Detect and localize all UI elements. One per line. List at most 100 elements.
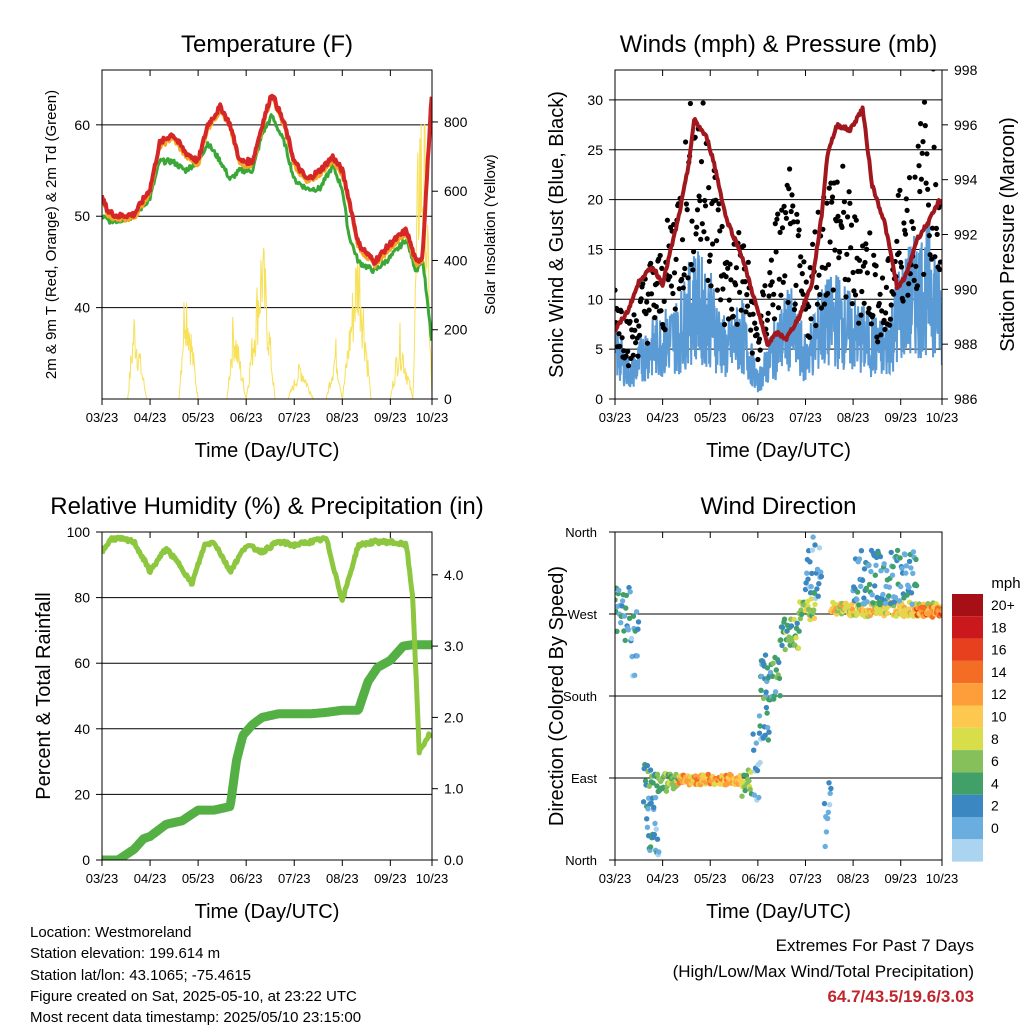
- gust-point: [887, 316, 894, 322]
- gust-point: [727, 261, 733, 267]
- gust-point: [806, 304, 812, 310]
- direction-point: [939, 608, 942, 614]
- direction-point: [904, 592, 910, 598]
- gust-point: [617, 343, 623, 349]
- gust-point: [862, 259, 868, 266]
- data-layer: [615, 70, 942, 393]
- gust-point: [856, 257, 863, 263]
- direction-point: [632, 672, 638, 678]
- direction-point: [890, 564, 896, 570]
- direction-point: [762, 732, 768, 738]
- gust-point: [776, 276, 782, 282]
- data-layer: [102, 534, 432, 860]
- gust-point: [806, 334, 813, 340]
- gust-point: [901, 220, 907, 226]
- legend-title: mph: [991, 575, 1020, 592]
- gust-point: [778, 292, 784, 298]
- direction-point: [756, 713, 763, 719]
- gust-point: [615, 287, 618, 293]
- x-tick-label: 06/23: [230, 871, 263, 886]
- gust-point: [720, 286, 726, 292]
- direction-point: [797, 615, 804, 622]
- y-tick-label: 15: [587, 241, 603, 257]
- elevation-text: Station elevation: 199.614 m: [30, 945, 221, 963]
- gust-point: [657, 252, 663, 259]
- y-tick-label: 5: [595, 341, 603, 357]
- gust-point: [917, 188, 923, 195]
- gust-point: [789, 192, 795, 198]
- x-tick-label: 08/23: [837, 871, 870, 886]
- gust-point: [764, 317, 771, 323]
- gust-point: [864, 270, 871, 276]
- direction-point: [814, 586, 820, 592]
- gust-point: [619, 335, 625, 341]
- direction-point: [802, 586, 809, 593]
- direction-point: [758, 687, 764, 693]
- gust-point: [877, 291, 883, 297]
- direction-point: [756, 794, 762, 801]
- x-tick-label: 04/23: [646, 410, 679, 425]
- gust-point: [775, 305, 782, 311]
- direction-point: [794, 620, 800, 626]
- gust-point: [653, 304, 659, 310]
- direction-point: [866, 562, 872, 568]
- direction-point: [884, 567, 890, 574]
- gust-point: [903, 196, 909, 202]
- direction-point: [811, 607, 817, 613]
- gust-point: [845, 214, 851, 220]
- x-tick-label: 09/23: [374, 410, 407, 425]
- gust-point: [730, 313, 736, 319]
- gust-point: [749, 350, 755, 356]
- gust-point: [658, 308, 664, 314]
- gust-point: [871, 252, 877, 258]
- y-axis-label: Direction (Colored By Speed): [546, 566, 568, 826]
- gust-point: [916, 163, 922, 169]
- x-tick-label: 03/23: [86, 410, 119, 425]
- y-tick-label: 0: [595, 391, 603, 407]
- direction-point: [811, 590, 818, 596]
- station-info: Location: Westmoreland Station elevation…: [30, 922, 361, 1028]
- legend-swatch: [952, 794, 983, 817]
- direction-point: [647, 767, 654, 773]
- speed-legend: mph 20+ 18 16 14 12 10 8 6 4 2 0: [952, 575, 1021, 862]
- direction-point: [616, 587, 622, 593]
- direction-point: [634, 653, 640, 659]
- gust-point: [741, 243, 747, 249]
- y-tick-label: 60: [74, 117, 90, 133]
- gust-point: [845, 277, 851, 283]
- x-tick-label: 04/23: [134, 410, 167, 425]
- gust-point: [670, 290, 676, 297]
- direction-point: [903, 563, 910, 569]
- legend-label: 12: [991, 686, 1007, 702]
- direction-point: [894, 547, 901, 554]
- gust-point: [887, 322, 893, 328]
- gust-point: [714, 238, 720, 244]
- gust-point: [793, 282, 799, 288]
- gust-point: [879, 308, 885, 314]
- chart-title: Wind Direction: [700, 493, 856, 520]
- series-pressure: [615, 105, 942, 347]
- x-tick-label: 08/23: [837, 410, 870, 425]
- direction-point: [886, 584, 892, 590]
- gust-point: [754, 332, 760, 338]
- direction-point: [798, 607, 804, 613]
- gust-point: [921, 271, 927, 277]
- direction-point: [818, 573, 825, 580]
- gust-point: [867, 230, 873, 236]
- y-tick-label: 20: [74, 786, 90, 802]
- series-2m-temp: [102, 93, 432, 266]
- gust-point: [909, 219, 915, 225]
- gust-point: [864, 246, 870, 252]
- y-tick-label: 40: [74, 300, 90, 316]
- gust-point: [708, 283, 714, 289]
- gust-point: [849, 301, 855, 307]
- gust-point: [817, 292, 823, 298]
- gust-point: [790, 203, 796, 209]
- gust-point: [873, 263, 879, 269]
- direction-point: [863, 585, 870, 591]
- direction-point: [765, 737, 771, 743]
- gust-point: [725, 316, 732, 322]
- direction-point: [746, 778, 752, 784]
- gust-point: [644, 299, 650, 305]
- direction-point: [910, 549, 917, 555]
